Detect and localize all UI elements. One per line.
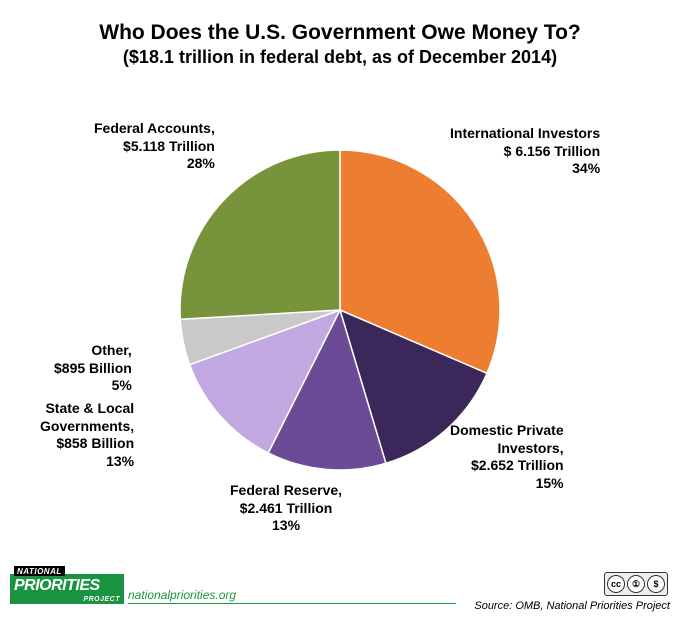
source-url: nationalpriorities.org xyxy=(128,588,456,604)
logo-line-project: PROJECT xyxy=(83,596,120,603)
chart-container: Who Does the U.S. Government Owe Money T… xyxy=(0,0,680,620)
source-attribution: Source: OMB, National Priorities Project xyxy=(474,600,670,612)
pie-label-line: $858 Billion xyxy=(40,435,134,453)
nc-icon: $ xyxy=(647,575,665,593)
national-priorities-logo: NATIONAL PRIORITIES PROJECT xyxy=(10,574,124,604)
pie-label-line: International Investors xyxy=(450,125,600,143)
pie-label-line: $2.652 Trillion xyxy=(450,457,564,475)
pie-label-line: State & Local xyxy=(40,400,134,418)
pie-label-line: 34% xyxy=(450,160,600,178)
pie-label-line: Investors, xyxy=(450,440,564,458)
pie-label-line: $2.461 Trillion xyxy=(230,500,342,518)
pie-label-federal-reserve: Federal Reserve,$2.461 Trillion13% xyxy=(230,482,342,535)
logo-line-priorities: PRIORITIES xyxy=(14,577,100,595)
title-block: Who Does the U.S. Government Owe Money T… xyxy=(0,20,680,69)
by-icon: ① xyxy=(627,575,645,593)
pie-label-line: $5.118 Trillion xyxy=(94,138,215,156)
pie-label-line: Federal Reserve, xyxy=(230,482,342,500)
pie-label-state-local-governments: State & LocalGovernments,$858 Billion13% xyxy=(40,400,134,470)
logo-line-national: NATIONAL xyxy=(14,566,65,576)
pie-label-line: Federal Accounts, xyxy=(94,120,215,138)
pie-label-domestic-private-investors: Domestic PrivateInvestors,$2.652 Trillio… xyxy=(450,422,564,492)
pie-label-line: 5% xyxy=(54,377,132,395)
pie-label-line: $ 6.156 Trillion xyxy=(450,143,600,161)
pie-label-line: 15% xyxy=(450,475,564,493)
pie-label-line: 13% xyxy=(40,453,134,471)
pie-label-line: 13% xyxy=(230,517,342,535)
pie-label-line: 28% xyxy=(94,155,215,173)
cc-icon: cc xyxy=(607,575,625,593)
pie-label-line: $895 Billion xyxy=(54,360,132,378)
pie-label-other: Other,$895 Billion5% xyxy=(54,342,132,395)
pie-label-federal-accounts: Federal Accounts,$5.118 Trillion28% xyxy=(94,120,215,173)
pie-label-line: Other, xyxy=(54,342,132,360)
pie-slice-federal-accounts xyxy=(180,150,340,319)
footer: NATIONAL PRIORITIES PROJECT nationalprio… xyxy=(10,574,670,610)
pie-label-international-investors: International Investors$ 6.156 Trillion3… xyxy=(450,125,600,178)
pie-label-line: Domestic Private xyxy=(450,422,564,440)
cc-license-badge: cc ① $ xyxy=(604,572,668,596)
pie-chart-area: International Investors$ 6.156 Trillion3… xyxy=(0,80,680,560)
pie-label-line: Governments, xyxy=(40,418,134,436)
chart-subtitle: ($18.1 trillion in federal debt, as of D… xyxy=(0,46,680,69)
chart-title: Who Does the U.S. Government Owe Money T… xyxy=(0,20,680,46)
